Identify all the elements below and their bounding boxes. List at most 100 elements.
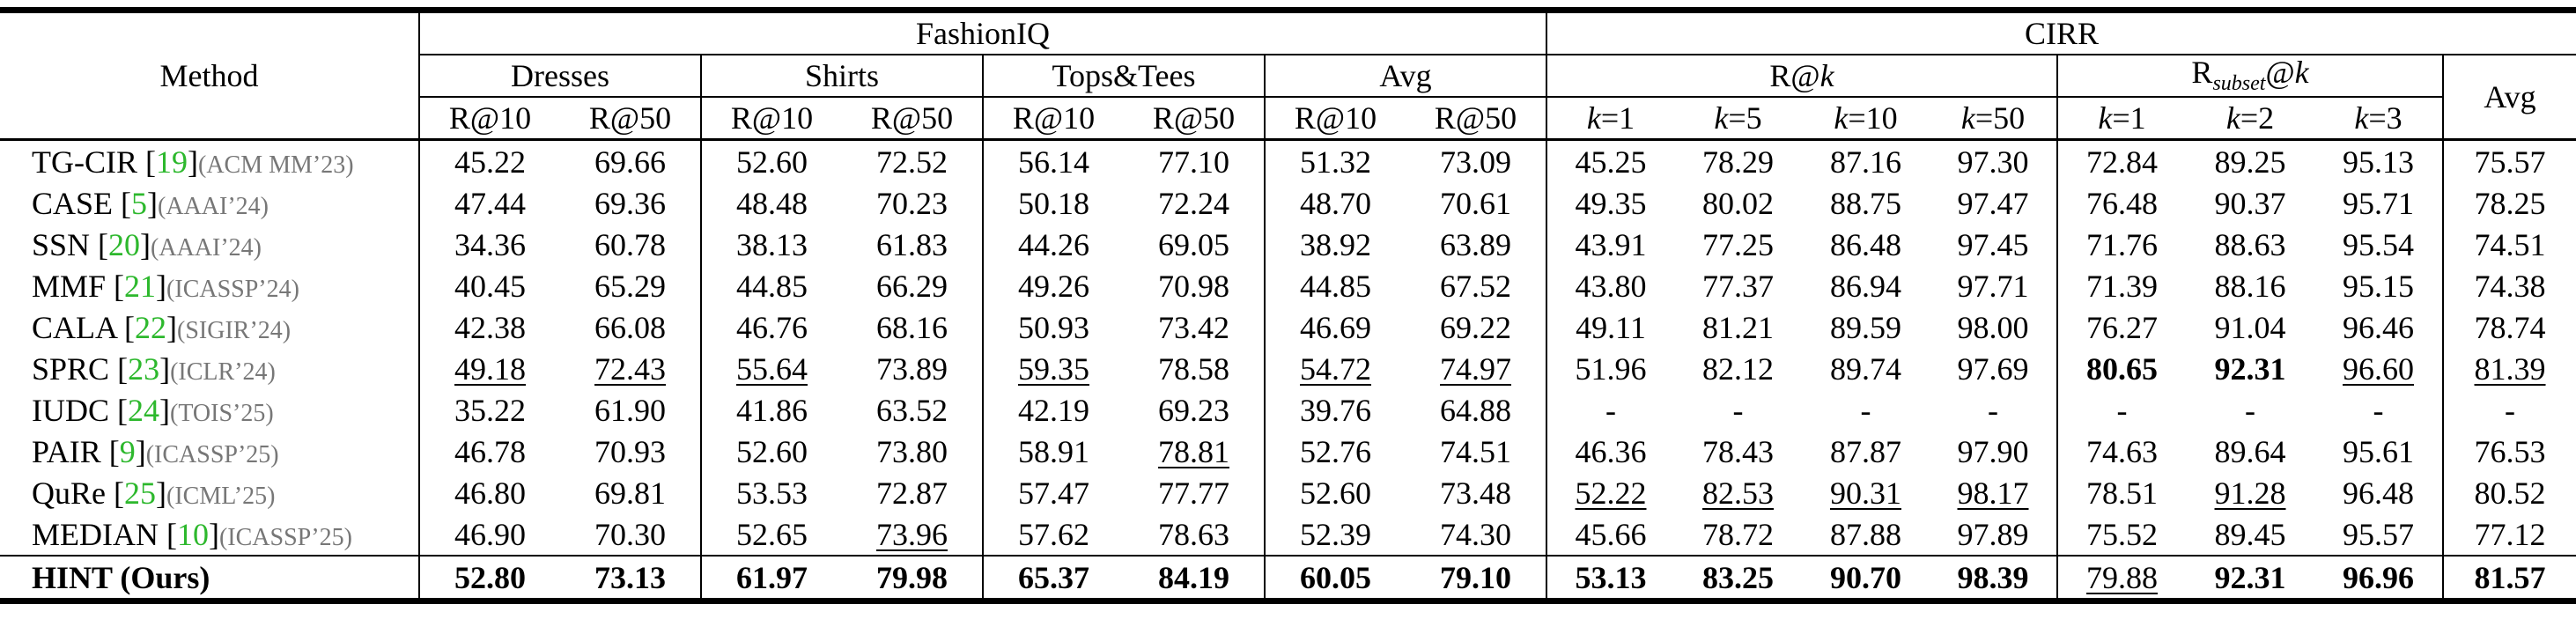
value: 61.83: [876, 226, 948, 262]
value-cell: 97.47: [1930, 182, 2057, 224]
value-cell: 96.46: [2314, 306, 2443, 348]
value: 43.80: [1575, 268, 1647, 304]
value-cell: 78.29: [1674, 140, 1802, 183]
value: 77.37: [1702, 268, 1774, 304]
value: 52.80: [454, 559, 526, 595]
value: 78.74: [2474, 309, 2546, 345]
value: 60.78: [594, 226, 666, 262]
citation: [23]: [117, 350, 171, 387]
value: 46.36: [1575, 433, 1647, 469]
value: 74.38: [2474, 268, 2546, 304]
data-row: IUDC [24](TOIS’25) 35.22 61.90 41.86 63.52 42…: [0, 389, 2576, 431]
value-cell: 42.19: [982, 389, 1124, 431]
value-cell: 69.81: [560, 472, 701, 513]
value-cell: 77.37: [1674, 265, 1802, 306]
value: 42.38: [454, 309, 526, 345]
value-cell: 55.64: [700, 348, 842, 389]
value-cell: 61.97: [700, 555, 842, 601]
value-cell: 91.28: [2186, 472, 2314, 513]
value-cell: 38.92: [1264, 224, 1406, 265]
value-cell: 81.57: [2441, 555, 2576, 601]
method-cell: SSN [20](AAAI’24): [0, 224, 419, 265]
value: 45.22: [454, 144, 526, 180]
value-cell: 95.15: [2314, 265, 2443, 306]
data-row: SPRC [23](ICLR’24) 49.18 72.43 55.64 73.89 59…: [0, 348, 2576, 389]
value-cell: 87.16: [1802, 140, 1930, 183]
value: 52.60: [736, 144, 808, 180]
value: 82.53: [1702, 475, 1774, 511]
value: 61.97: [736, 559, 808, 595]
value-cell: 89.45: [2186, 513, 2314, 556]
value-cell: 96.60: [2314, 348, 2443, 389]
value-cell: 97.71: [1930, 265, 2057, 306]
value: 97.30: [1957, 144, 2029, 180]
value: 86.94: [1830, 268, 1901, 304]
value-cell: 65.29: [560, 265, 701, 306]
value: 77.10: [1158, 144, 1229, 180]
value-cell: 52.60: [700, 139, 842, 182]
value-cell: 78.58: [1124, 348, 1265, 389]
value: 77.25: [1702, 226, 1774, 262]
citation: [19]: [145, 144, 198, 180]
value: -: [2245, 392, 2255, 428]
value-cell: 66.08: [560, 306, 701, 348]
value-cell: 97.45: [1930, 224, 2057, 265]
value: 89.25: [2214, 144, 2286, 180]
venue: (AAAI’24): [151, 233, 262, 262]
value: 61.90: [594, 392, 666, 428]
value: 70.98: [1158, 268, 1229, 304]
value-cell: 46.80: [418, 472, 560, 513]
value: -: [2505, 392, 2516, 428]
value-cell: 60.78: [560, 224, 701, 265]
metric-header: k=5: [1674, 97, 1802, 141]
method-cell: SPRC [23](ICLR’24): [0, 348, 419, 389]
value: 78.72: [1702, 516, 1774, 552]
value-cell: 72.87: [842, 472, 983, 513]
citation: [20]: [98, 226, 151, 262]
value-cell: 56.14: [982, 139, 1124, 182]
citation: [25]: [114, 475, 166, 511]
value-cell: 73.48: [1406, 472, 1546, 513]
value-cell: 52.60: [1264, 472, 1406, 513]
value-cell: 90.31: [1802, 472, 1930, 513]
value-cell: 95.57: [2314, 513, 2443, 556]
value-cell: 75.52: [2056, 513, 2186, 556]
value-cell: 88.63: [2186, 224, 2314, 265]
metric-header: R@50: [560, 97, 701, 141]
value: 88.75: [1830, 185, 1901, 221]
method-name: SPRC: [32, 350, 110, 387]
citation: [22]: [124, 309, 178, 345]
value-cell: 79.88: [2056, 555, 2186, 601]
value: 97.69: [1957, 350, 2029, 387]
value-cell: 86.48: [1802, 224, 1930, 265]
metric-header: R@10: [418, 97, 560, 141]
method-name: CASE: [32, 185, 114, 221]
value: 97.90: [1957, 433, 2029, 469]
value-cell: 71.76: [2056, 224, 2186, 265]
header-row: R@10 R@50 R@10 R@50 R@10 R@50 R@10 R@50 k=1 k=5 k=…: [0, 97, 2576, 141]
value-cell: 78.51: [2056, 472, 2186, 513]
value-cell: 52.76: [1264, 431, 1406, 472]
value: 96.96: [2343, 559, 2414, 595]
value-cell: 74.51: [1406, 431, 1546, 472]
venue: (ICASSP’25): [218, 523, 352, 551]
value-cell: 84.19: [1124, 555, 1265, 601]
value: 74.97: [1440, 350, 1511, 387]
value-cell: 81.39: [2441, 348, 2576, 389]
value-cell: 82.12: [1674, 348, 1802, 389]
subgroup-header: Avg: [1264, 55, 1546, 98]
value-cell: 43.91: [1546, 224, 1674, 265]
value-cell: 71.39: [2056, 265, 2186, 306]
value-cell: 66.29: [842, 265, 983, 306]
value-cell: 50.18: [982, 182, 1124, 224]
value-cell: 65.37: [982, 555, 1124, 601]
value: 40.45: [454, 268, 526, 304]
value-cell: 96.96: [2314, 555, 2443, 601]
value: 73.42: [1158, 309, 1229, 345]
method-cell: PAIR [9](ICASSP’25): [0, 431, 419, 472]
value-cell: -: [2441, 389, 2576, 431]
value: 46.69: [1300, 309, 1371, 345]
value: 87.88: [1830, 516, 1901, 552]
metric-header: R@10: [700, 97, 842, 141]
metric-header: R@50: [1124, 97, 1265, 141]
